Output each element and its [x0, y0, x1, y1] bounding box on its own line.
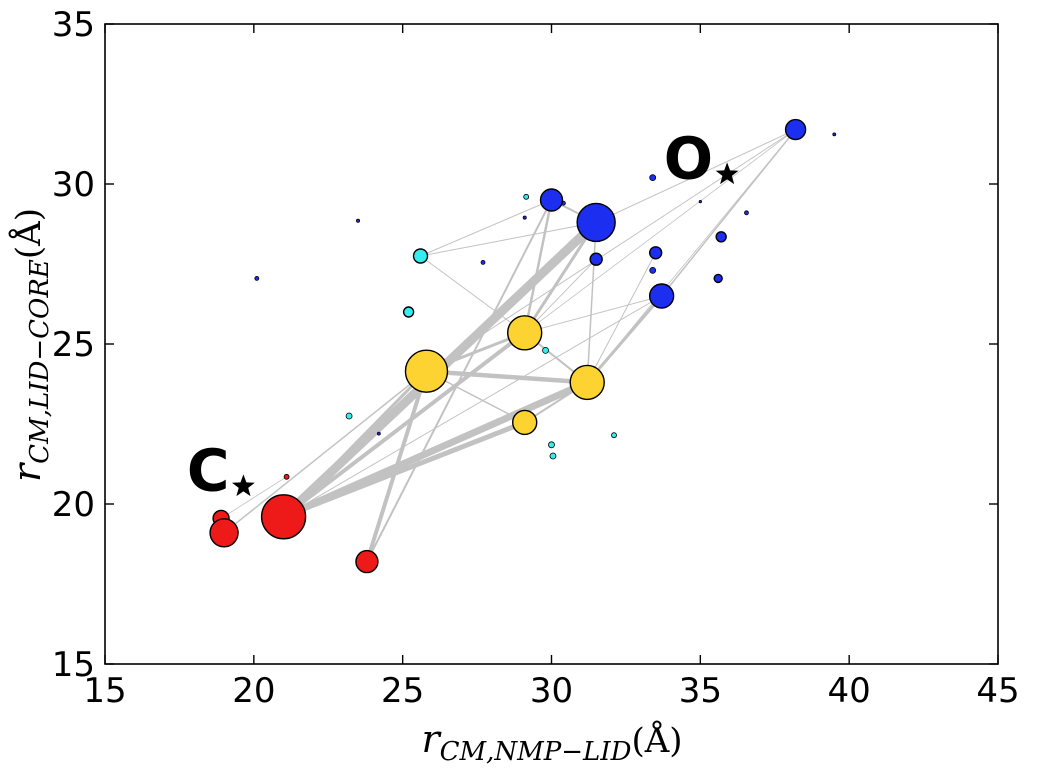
- node-y1: [404, 349, 449, 393]
- edge-y2-b1: [523, 220, 598, 335]
- star-marker-o: [715, 162, 739, 185]
- node-d6: [832, 132, 837, 137]
- node-c4: [548, 441, 555, 449]
- node-d5: [744, 210, 749, 216]
- edge-r1-y1: [282, 369, 428, 519]
- edge-y3-b4: [585, 294, 664, 384]
- x-tick-label: 30: [530, 671, 573, 711]
- edge-b3-y2: [524, 129, 796, 334]
- node-b7: [715, 231, 727, 243]
- node-r4: [355, 549, 379, 574]
- edge-r1-y4: [281, 419, 528, 520]
- node-b10: [649, 266, 657, 274]
- edge-r3-d8: [220, 476, 287, 519]
- y-tick-label: 25: [52, 325, 95, 365]
- edge-y2-c1: [420, 255, 526, 334]
- star-marker-c: [232, 474, 255, 497]
- node-c3: [345, 412, 353, 420]
- node-b3: [784, 118, 807, 141]
- marker-label-o: O: [664, 124, 713, 192]
- x-tick-label: 20: [232, 671, 275, 711]
- node-b5: [589, 252, 603, 266]
- node-y4: [512, 409, 538, 436]
- node-b2: [539, 188, 564, 212]
- node-c5: [549, 452, 557, 460]
- plot-frame: [104, 23, 999, 665]
- y-tick-label: 20: [52, 485, 95, 525]
- node-b4: [648, 283, 675, 309]
- edge-y1-b3: [425, 129, 797, 372]
- edge-y2-b4: [524, 295, 663, 334]
- node-c7: [523, 193, 530, 200]
- node-d8: [283, 473, 290, 480]
- x-tick-label: 35: [679, 671, 722, 711]
- node-r1: [260, 494, 307, 540]
- edge-y3-b6: [586, 252, 657, 383]
- node-b1: [576, 202, 616, 243]
- edge-r2-y1: [223, 370, 428, 534]
- y-axis-label: rCM,LID−CORE(Å): [5, 208, 55, 482]
- node-r2: [209, 518, 239, 548]
- node-b8: [713, 273, 723, 284]
- node-y2: [507, 315, 543, 351]
- edge-b3-b1: [595, 129, 797, 223]
- x-tick-label: 45: [976, 671, 1019, 711]
- node-d7: [376, 431, 381, 436]
- edge-y1-y3: [424, 368, 590, 385]
- axis-ticks: 15 20 25 30 35 40 45 15 20 25 30 35: [52, 5, 1020, 711]
- y-tick-label: 15: [52, 645, 95, 685]
- edge-r1-y2: [281, 330, 527, 519]
- node-b9: [649, 174, 657, 182]
- node-d2: [356, 218, 361, 223]
- edge-r4-b2: [365, 199, 553, 563]
- node-c6: [542, 346, 549, 354]
- node-y3: [569, 364, 605, 401]
- marker-label-c: C: [187, 436, 230, 504]
- edge-b3-b4: [660, 128, 797, 297]
- edge-y2-b2: [523, 198, 553, 335]
- edge-c1-b2: [420, 199, 552, 257]
- node-c2: [402, 306, 415, 318]
- edge-b3-y3: [586, 129, 796, 383]
- node-b6: [648, 246, 663, 260]
- y-tick-label: 30: [52, 165, 95, 205]
- edge-b1-c1: [420, 221, 597, 257]
- edges-layer: [220, 128, 797, 564]
- annotations-layer: CO: [187, 124, 739, 504]
- x-tick-label: 25: [381, 671, 424, 711]
- nodes-layer: [209, 118, 837, 574]
- edge-r4-y1: [364, 369, 429, 564]
- edge-y3-b1: [586, 221, 597, 384]
- x-axis-label: rCM,NMP−LID(Å): [421, 717, 682, 767]
- node-d1: [254, 275, 260, 281]
- node-d3: [480, 259, 486, 265]
- node-d4: [522, 215, 527, 220]
- node-c1: [412, 248, 429, 264]
- node-d9: [698, 200, 702, 204]
- node-c8: [611, 432, 617, 439]
- y-tick-label: 35: [52, 5, 95, 45]
- x-tick-label: 15: [83, 671, 126, 711]
- x-tick-label: 40: [828, 671, 871, 711]
- edge-r1-b4: [283, 295, 663, 518]
